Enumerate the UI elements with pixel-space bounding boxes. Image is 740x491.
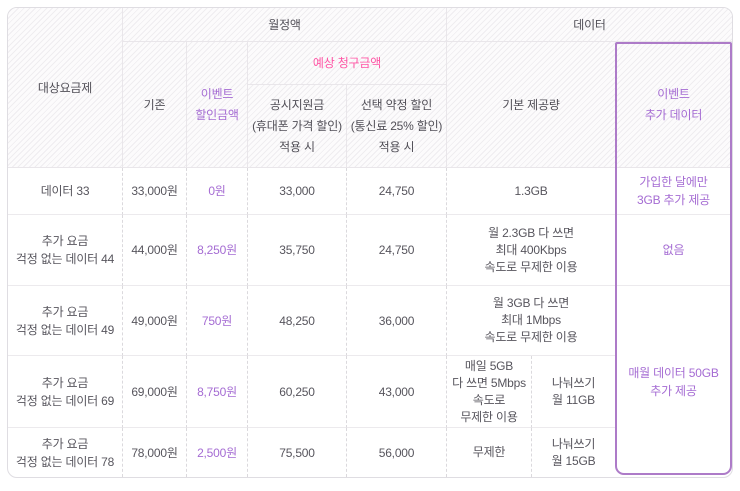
- contract-price-cell: 24,750: [347, 168, 447, 215]
- plan-name-cell: 추가 요금 걱정 없는 데이터 78: [8, 428, 123, 477]
- base-price-cell: 78,000원: [123, 428, 187, 477]
- base-price-cell: 44,000원: [123, 215, 187, 286]
- header-expected-billing: 예상 청구금액: [248, 42, 447, 85]
- contract-price-cell: 56,000: [347, 428, 447, 477]
- base-price-cell: 69,000원: [123, 356, 187, 428]
- pricing-table: 대상요금제 월정액 데이터 기존 이벤트 할인금액 예상 청구금액 공시지원금 …: [7, 7, 733, 478]
- event-discount-cell: 750원: [187, 286, 248, 356]
- base-price-cell: 49,000원: [123, 286, 187, 356]
- plan-name-cell: 추가 요금 걱정 없는 데이터 49: [8, 286, 123, 356]
- header-data-group: 데이터: [447, 8, 732, 42]
- subsidy-price-cell: 48,250: [248, 286, 347, 356]
- header-contract-discount: 선택 약정 할인 (통신료 25% 할인) 적용 시: [347, 85, 447, 168]
- allowance-cell: 월 2.3GB 다 쓰면 최대 400Kbps 속도로 무제한 이용: [447, 215, 615, 286]
- base-price-cell: 33,000원: [123, 168, 187, 215]
- event-extra-data-cell: 가입한 달에만 3GB 추가 제공: [615, 168, 732, 215]
- event-extra-data-cell: 없음: [615, 215, 732, 286]
- header-base-allowance: 기본 제공량: [447, 42, 615, 168]
- event-extra-data-cell: 매월 데이터 50GB 추가 제공: [628, 365, 719, 398]
- plan-name-cell: 데이터 33: [8, 168, 123, 215]
- allowance-cell: 월 3GB 다 쓰면 최대 1Mbps 속도로 무제한 이용: [447, 286, 615, 356]
- header-event-discount: 이벤트 할인금액: [187, 42, 248, 168]
- event-discount-cell: 0원: [187, 168, 248, 215]
- allowance-cell: 무제한: [447, 428, 532, 477]
- header-base-price: 기존: [123, 42, 187, 168]
- contract-price-cell: 43,000: [347, 356, 447, 428]
- plan-name-cell: 추가 요금 걱정 없는 데이터 69: [8, 356, 123, 428]
- share-allowance-cell: 나눠쓰기 월 11GB: [532, 356, 615, 428]
- subsidy-price-cell: 75,500: [248, 428, 347, 477]
- allowance-cell: 1.3GB: [447, 168, 615, 215]
- contract-price-cell: 36,000: [347, 286, 447, 356]
- subsidy-price-cell: 35,750: [248, 215, 347, 286]
- event-discount-cell: 8,250원: [187, 215, 248, 286]
- event-discount-cell: 8,750원: [187, 356, 248, 428]
- allowance-cell: 매일 5GB 다 쓰면 5Mbps 속도로 무제한 이용: [447, 356, 532, 428]
- header-event-extra-data: 이벤트 추가 데이터: [615, 42, 732, 168]
- contract-price-cell: 24,750: [347, 215, 447, 286]
- header-target-plan: 대상요금제: [8, 8, 123, 168]
- subsidy-price-cell: 33,000: [248, 168, 347, 215]
- subsidy-price-cell: 60,250: [248, 356, 347, 428]
- share-allowance-cell: 나눠쓰기 월 15GB: [551, 436, 596, 468]
- event-discount-cell: 2,500원: [187, 428, 248, 477]
- header-monthly-fee-group: 월정액: [123, 8, 447, 42]
- plan-name-cell: 추가 요금 걱정 없는 데이터 44: [8, 215, 123, 286]
- header-subsidy-discount: 공시지원금 (휴대폰 가격 할인) 적용 시: [248, 85, 347, 168]
